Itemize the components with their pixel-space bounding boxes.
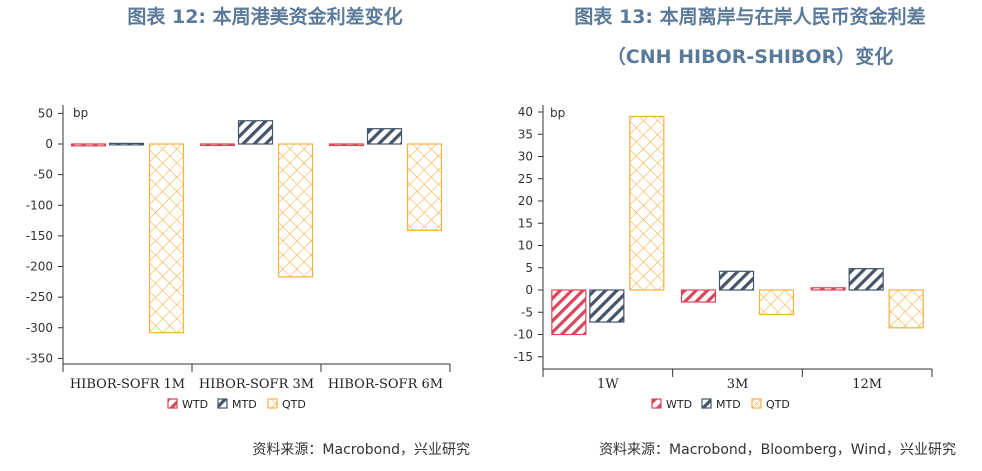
chart-title-left: 图表 12: 本周港美资金利差变化 bbox=[127, 6, 403, 28]
bar-wtd bbox=[551, 289, 587, 336]
x-category-label: HIBOR-SOFR 3M bbox=[199, 377, 314, 392]
bar-mtd bbox=[848, 268, 884, 291]
x-category-label: 12M bbox=[852, 377, 882, 392]
x-category-label: 3M bbox=[727, 377, 749, 392]
y-tick-label: 0 bbox=[525, 283, 533, 297]
x-category-label: 1W bbox=[597, 377, 619, 392]
y-tick-label: 35 bbox=[518, 127, 533, 141]
legend-swatch-wtd bbox=[651, 398, 662, 409]
bar-mtd bbox=[366, 128, 403, 145]
bar-mtd bbox=[718, 270, 755, 291]
legend-label-wtd: WTD bbox=[182, 398, 208, 411]
legend-swatch-mtd bbox=[217, 398, 228, 409]
y-tick-label: -10 bbox=[513, 328, 533, 342]
bar-wtd bbox=[199, 143, 236, 147]
bar-mtd bbox=[589, 289, 625, 323]
bar-mtd bbox=[108, 142, 145, 146]
y-unit-label: bp bbox=[550, 106, 565, 120]
y-unit-label: bp bbox=[73, 106, 88, 120]
bar-qtd bbox=[277, 143, 314, 278]
y-tick-label: -250 bbox=[26, 290, 53, 304]
y-tick-label: 40 bbox=[518, 105, 533, 119]
y-tick-label: -50 bbox=[33, 168, 53, 182]
x-category-label: HIBOR-SOFR 1M bbox=[70, 377, 185, 392]
legend-label-qtd: QTD bbox=[766, 398, 790, 411]
legend-swatch-qtd bbox=[751, 398, 762, 409]
y-tick-label: 10 bbox=[518, 239, 533, 253]
y-tick-label: 0 bbox=[45, 137, 53, 151]
y-tick-label: -150 bbox=[26, 229, 53, 243]
legend-swatch-qtd bbox=[267, 398, 278, 409]
legend-swatch-wtd bbox=[167, 398, 178, 409]
chart-title-right-line1: 图表 13: 本周离岸与在岸人民币资金利差 bbox=[574, 6, 926, 28]
legend-label-qtd: QTD bbox=[282, 398, 306, 411]
y-tick-label: 5 bbox=[525, 261, 533, 275]
bar-qtd bbox=[148, 143, 185, 334]
y-tick-label: 15 bbox=[518, 216, 533, 230]
bar-qtd bbox=[406, 143, 443, 231]
chart-title-right-line2: （CNH HIBOR-SHIBOR）变化 bbox=[606, 46, 894, 68]
legend-swatch-mtd bbox=[701, 398, 712, 409]
y-tick-label: -350 bbox=[26, 351, 53, 365]
bar-qtd bbox=[629, 115, 665, 291]
y-tick-label: 25 bbox=[518, 172, 533, 186]
bar-wtd bbox=[810, 287, 846, 291]
y-tick-label: 30 bbox=[518, 150, 533, 164]
legend-label-mtd: MTD bbox=[716, 398, 741, 411]
legend-label-mtd: MTD bbox=[232, 398, 257, 411]
y-tick-label: -300 bbox=[26, 321, 53, 335]
x-category-label: HIBOR-SOFR 6M bbox=[328, 377, 443, 392]
source-note-left: 资料来源：Macrobond，兴业研究 bbox=[252, 442, 470, 458]
y-tick-label: -5 bbox=[521, 305, 533, 319]
legend-label-wtd: WTD bbox=[666, 398, 692, 411]
source-note-right: 资料来源：Macrobond，Bloomberg，Wind，兴业研究 bbox=[599, 442, 956, 458]
y-tick-label: -100 bbox=[26, 198, 53, 212]
bar-wtd bbox=[70, 143, 107, 147]
y-tick-label: -200 bbox=[26, 260, 53, 274]
bar-wtd bbox=[328, 143, 365, 147]
bar-qtd bbox=[758, 289, 795, 316]
y-tick-label: -15 bbox=[513, 350, 533, 364]
bar-wtd bbox=[680, 289, 717, 303]
bar-mtd bbox=[237, 120, 274, 145]
y-tick-label: 50 bbox=[38, 106, 53, 120]
y-tick-label: 20 bbox=[518, 194, 533, 208]
bar-qtd bbox=[888, 289, 924, 329]
